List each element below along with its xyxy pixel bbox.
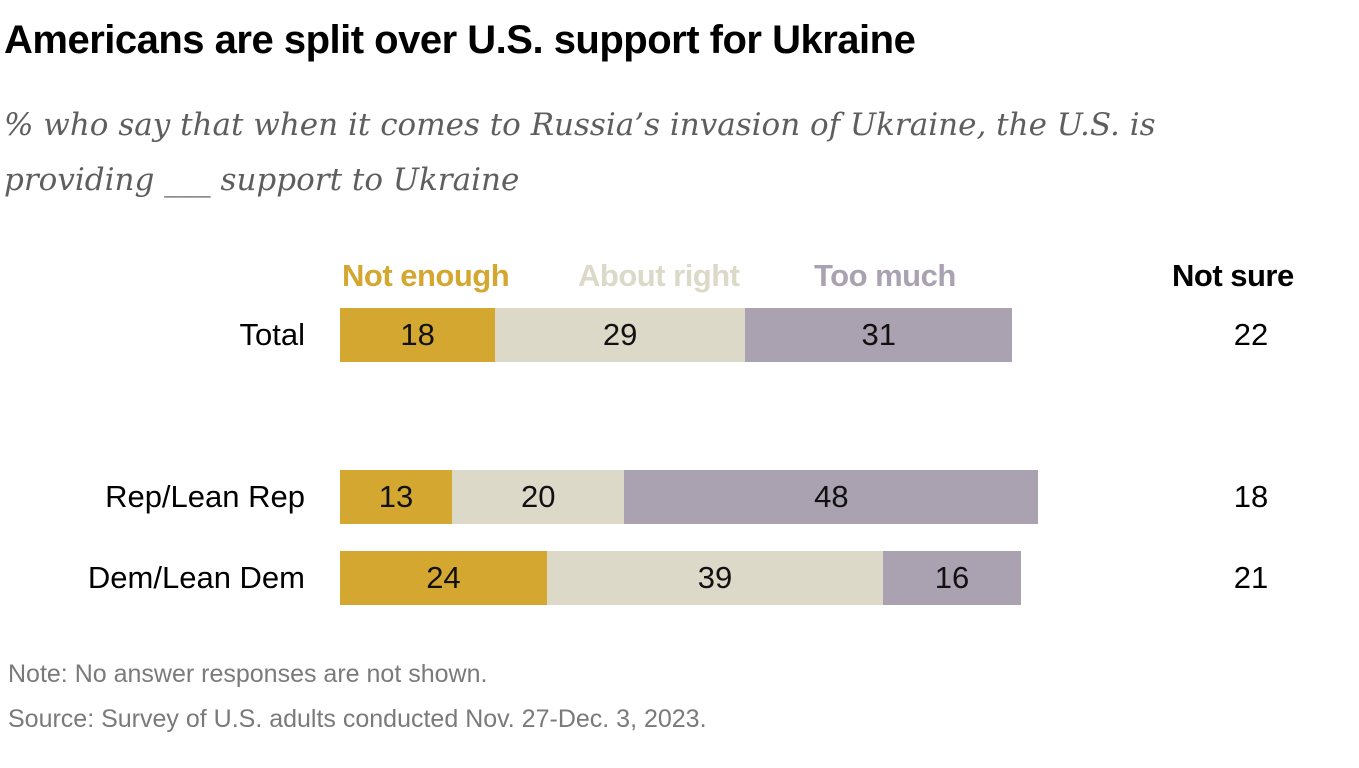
not-sure-header: Not sure — [1172, 258, 1294, 293]
bar-segment-about-right: 20 — [452, 470, 625, 524]
data-label: 29 — [602, 317, 638, 352]
bar-segment-about-right: 29 — [495, 308, 746, 362]
not-sure-value: 18 — [1233, 479, 1269, 514]
not-sure-value: 22 — [1233, 317, 1269, 352]
data-label: 16 — [934, 560, 970, 595]
legend-item-too-much: Too much — [814, 258, 956, 293]
chart-subtitle: % who say that when it comes to Russia’s… — [4, 107, 1156, 198]
chart-title: Americans are split over U.S. support fo… — [4, 18, 916, 62]
bar-segment-too-much: 48 — [624, 470, 1039, 524]
data-label: 24 — [426, 560, 461, 595]
row-label: Rep/Lean Rep — [105, 479, 305, 514]
bar-segment-about-right: 39 — [546, 551, 884, 605]
source-text: Source: Survey of U.S. adults conducted … — [8, 705, 707, 733]
bar-segment-not-enough: 13 — [340, 470, 453, 524]
data-label: 48 — [814, 479, 849, 514]
bar-segment-too-much: 16 — [883, 551, 1021, 605]
data-label: 31 — [861, 317, 896, 352]
bar-segment-not-enough: 18 — [340, 308, 496, 362]
data-label: 18 — [400, 317, 435, 352]
legend-item-not-enough: Not enough — [342, 258, 510, 293]
row-label: Dem/Lean Dem — [87, 560, 305, 595]
data-label: 13 — [378, 479, 414, 514]
note-text: Note: No answer responses are not shown. — [8, 660, 488, 688]
data-label: 20 — [521, 479, 556, 514]
row-label: Total — [239, 317, 305, 352]
not-sure-value: 21 — [1233, 560, 1269, 595]
bar-segment-too-much: 31 — [745, 308, 1013, 362]
data-label: 39 — [697, 560, 733, 595]
legend-item-about-right: About right — [578, 258, 740, 293]
bar-segment-not-enough: 24 — [340, 551, 547, 605]
